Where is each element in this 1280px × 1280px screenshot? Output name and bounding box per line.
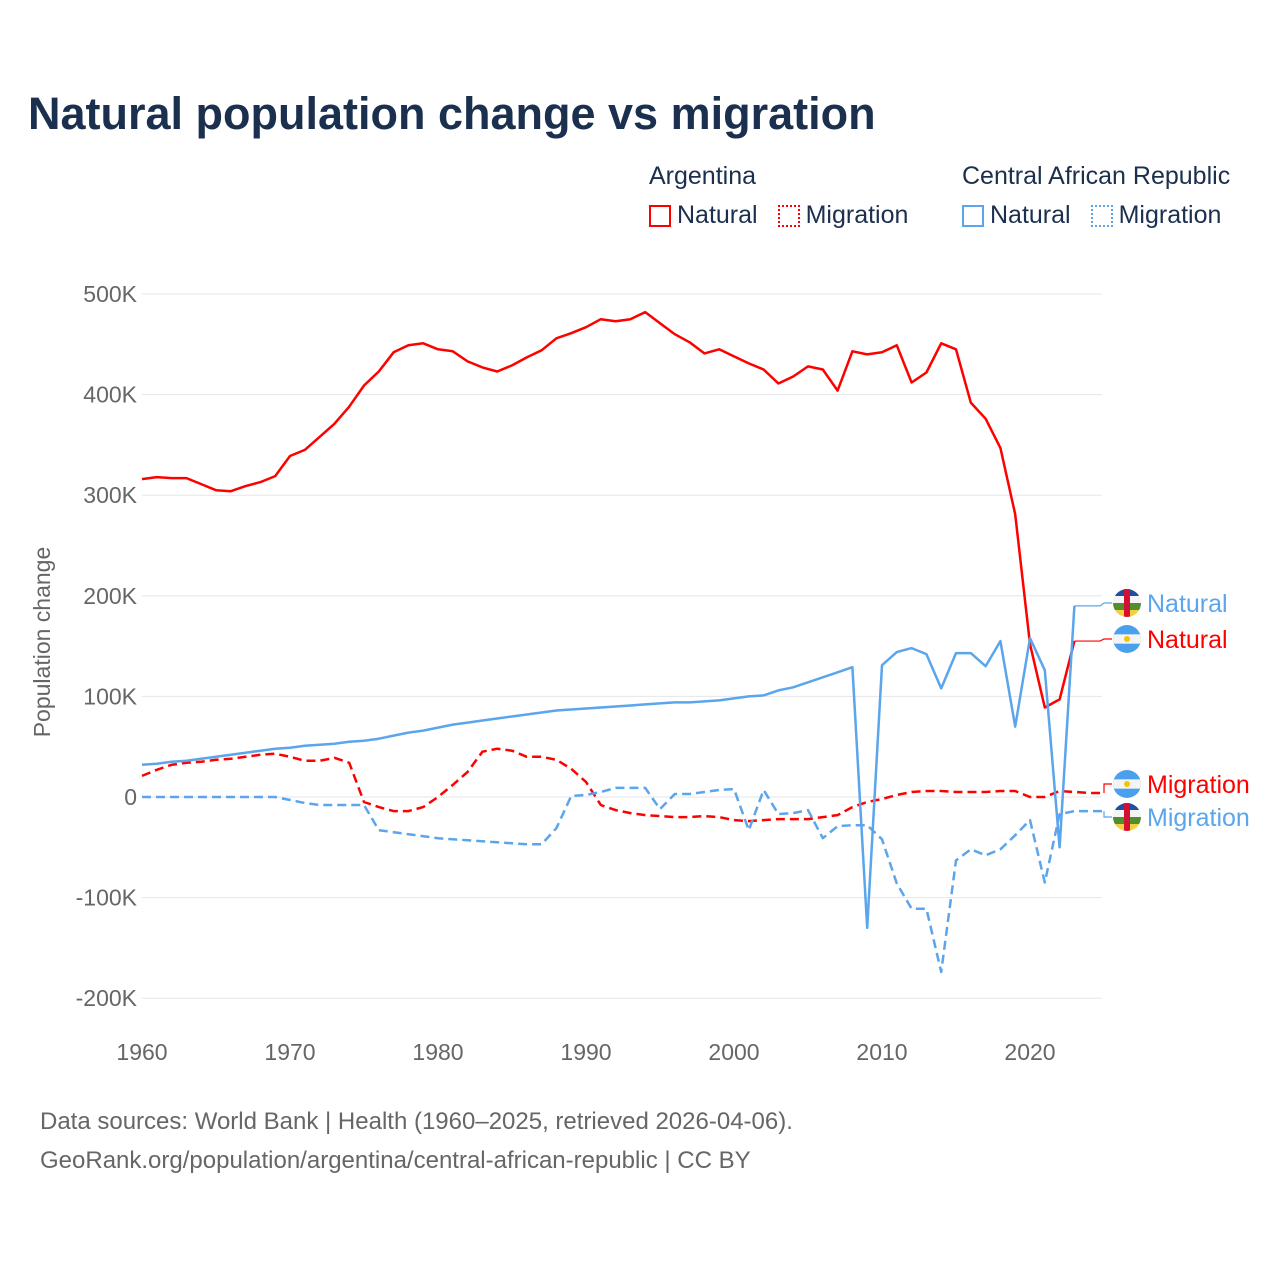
x-tick-label: 2000 (708, 1039, 759, 1065)
y-tick-label: 100K (83, 683, 137, 709)
legend-label: Natural (990, 201, 1071, 229)
y-tick-label: -200K (76, 985, 138, 1011)
end-label: Migration (1147, 804, 1250, 832)
y-axis-label: Population change (29, 547, 55, 738)
legend-item-car-migration[interactable]: Migration (1090, 201, 1222, 230)
end-label: Natural (1147, 626, 1228, 654)
x-tick-label: 1990 (560, 1039, 611, 1065)
dotted-swatch-icon (777, 204, 800, 227)
chart-title: Natural population change vs migration (28, 88, 876, 139)
series-line-central-african-republic-natural[interactable] (141, 605, 1076, 930)
x-tick-label: 2020 (1004, 1039, 1055, 1065)
series-line-argentina-migration[interactable] (141, 747, 1104, 823)
legend-item-argentina-natural[interactable]: Natural (649, 201, 758, 230)
legend-label: Migration (805, 201, 909, 229)
end-label: Migration (1147, 771, 1250, 799)
label-connector (1074, 602, 1112, 607)
solid-swatch-icon (962, 204, 984, 227)
end-label: Natural (1147, 590, 1228, 618)
legend-country: Central African Republic (962, 162, 1231, 190)
y-tick-label: 300K (83, 482, 137, 508)
legend-label: Natural (677, 201, 758, 229)
dotted-swatch-icon (1090, 204, 1113, 227)
legend-argentina: Argentina Natural Migration (649, 162, 908, 230)
series-line-central-african-republic-migration[interactable] (142, 786, 1104, 974)
argentina-flag-icon (1113, 625, 1141, 653)
y-tick-label: 200K (83, 583, 137, 609)
label-connector (1103, 811, 1112, 818)
y-tick-label: 400K (83, 382, 137, 408)
legend-central-african-republic: Central African Republic Natural Migrati… (962, 162, 1230, 230)
car-flag-icon (1113, 589, 1141, 617)
y-tick-label: 0 (124, 784, 137, 810)
label-connector (1103, 783, 1112, 793)
footer-link[interactable]: GeoRank.org/population/argentina/central… (40, 1147, 751, 1174)
legend-item-car-natural[interactable]: Natural (962, 201, 1071, 230)
x-tick-label: 1970 (264, 1039, 315, 1065)
legend-label: Migration (1118, 201, 1222, 229)
y-tick-label: 500K (83, 281, 137, 307)
series-line-argentina-natural[interactable] (141, 310, 1076, 709)
x-tick-label: 2010 (856, 1039, 907, 1065)
solid-swatch-icon (649, 204, 671, 227)
x-tick-label: 1960 (116, 1039, 167, 1065)
argentina-flag-icon (1113, 770, 1141, 798)
legend-item-argentina-migration[interactable]: Migration (777, 201, 909, 230)
legend-country: Argentina (649, 162, 757, 190)
y-tick-label: -100K (76, 885, 138, 911)
label-connector (1074, 638, 1112, 642)
car-flag-icon (1113, 803, 1141, 831)
footer-sources: Data sources: World Bank | Health (1960–… (40, 1108, 793, 1135)
x-tick-label: 1980 (412, 1039, 463, 1065)
